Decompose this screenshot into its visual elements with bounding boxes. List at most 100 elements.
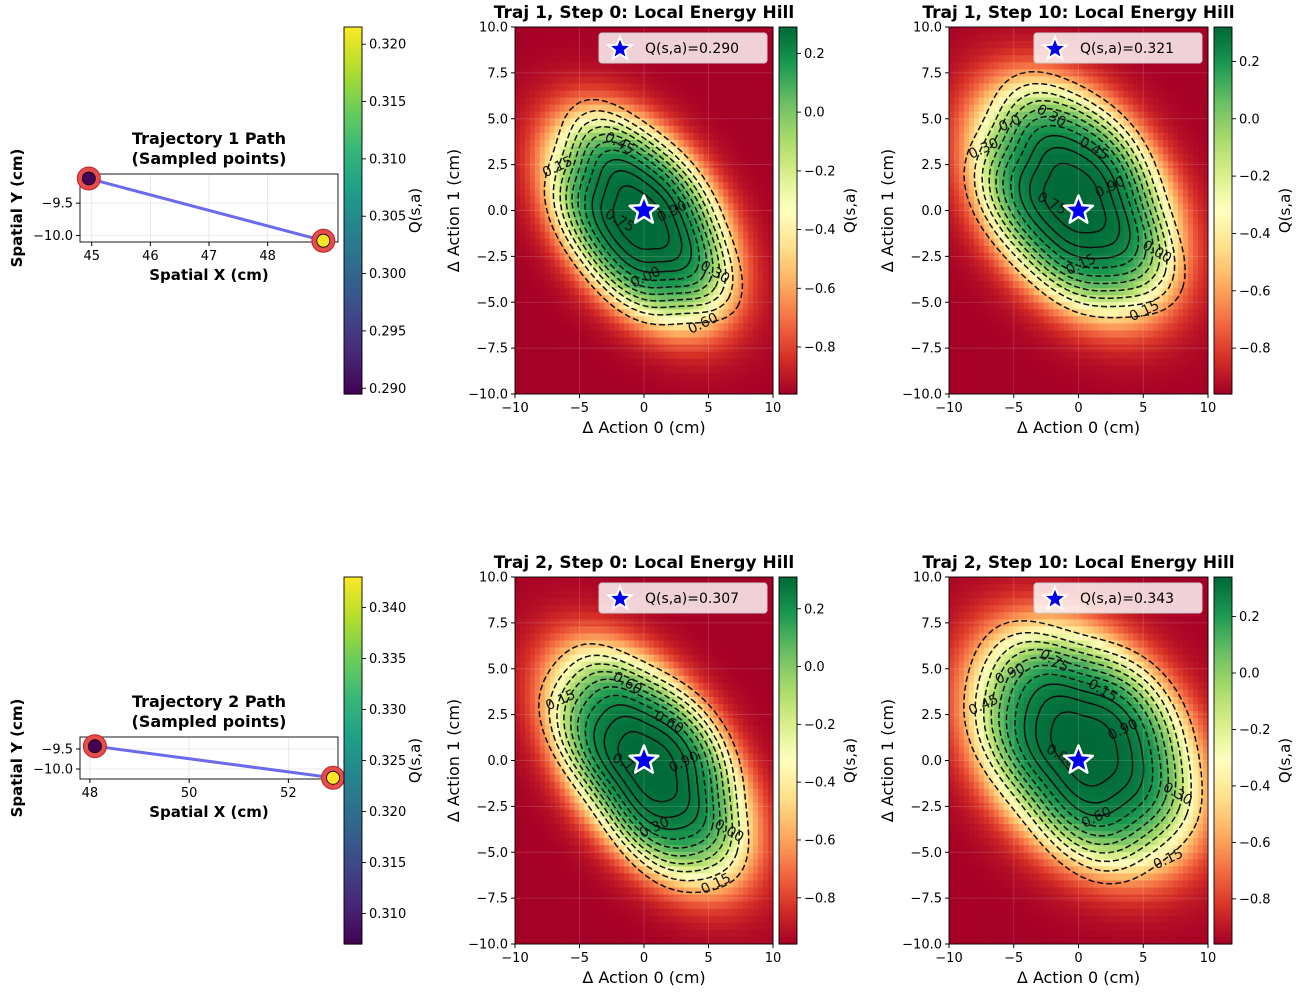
colorbar-swatch [779, 366, 797, 371]
heat-cell [1033, 245, 1040, 254]
heat-cell [763, 146, 769, 155]
heat-cell [1058, 365, 1065, 374]
heat-cell [713, 203, 719, 211]
heat-cell [1073, 125, 1079, 134]
heat-cell [688, 182, 695, 190]
heat-cell [524, 252, 531, 261]
heat-cell [644, 365, 650, 374]
heat-cell [549, 182, 556, 190]
heat-cell [698, 344, 705, 353]
heat-cell [544, 231, 551, 240]
heat-cell [718, 146, 724, 155]
heat-cell [634, 295, 640, 303]
colorbar-swatch [344, 271, 362, 276]
heat-cell [1008, 168, 1015, 176]
heat-cell [1103, 27, 1109, 35]
heat-cell [663, 27, 670, 35]
heat-cell [599, 175, 605, 183]
heat-cell [619, 231, 625, 240]
heat-cell [758, 238, 764, 247]
heat-cell [983, 104, 990, 113]
heat-cell [614, 69, 620, 77]
heat-cell [963, 274, 970, 282]
heat-cell [963, 34, 970, 42]
heat-cell [1038, 379, 1045, 388]
heat-cell [629, 104, 635, 113]
heat-cell [579, 386, 585, 395]
heat-cell [1118, 252, 1124, 261]
heat-cell [539, 196, 546, 204]
heat-cell [683, 386, 690, 395]
heat-cell [693, 146, 700, 155]
colorbar-swatch [779, 253, 797, 257]
heat-cell [963, 203, 970, 211]
colorbar-swatch [344, 357, 362, 361]
heat-cell [539, 161, 546, 169]
heat-cell [1093, 139, 1099, 148]
heat-cell [748, 245, 754, 254]
heat-cell [723, 62, 729, 70]
heat-cell [604, 316, 610, 324]
heat-cell [519, 90, 526, 99]
heat-cell [1108, 139, 1114, 148]
heat-cell [544, 161, 551, 169]
heat-cell [678, 168, 685, 176]
heat-cell [949, 62, 955, 70]
heat-cell [609, 154, 615, 162]
heat-cell [534, 175, 541, 183]
heat-cell [1023, 372, 1030, 381]
heat-cell [768, 48, 774, 56]
heat-cell [644, 182, 650, 190]
heat-cell [1078, 365, 1084, 374]
heat-cell [953, 281, 960, 289]
heat-cell [949, 379, 955, 388]
heat-cell [758, 288, 764, 296]
heat-cell [515, 154, 521, 162]
heat-cell [1103, 323, 1109, 331]
heat-cell [614, 302, 620, 310]
heat-cell [998, 323, 1005, 331]
heat-cell [993, 69, 1000, 77]
heat-cell [1053, 309, 1060, 317]
heat-cell [678, 182, 685, 190]
heat-cell [1018, 379, 1025, 388]
heat-cell [653, 231, 660, 240]
heat-cell [1103, 365, 1109, 374]
contour-line [565, 126, 720, 302]
heat-cell [993, 302, 1000, 310]
heat-cell [1118, 238, 1124, 247]
heat-cell [624, 316, 630, 324]
heat-cell [604, 27, 610, 35]
heat-cell [1048, 69, 1055, 77]
heat-cell [564, 358, 571, 367]
heat-cell [1048, 210, 1055, 219]
heat-cell [559, 344, 566, 353]
heat-cell [748, 118, 754, 127]
heat-cell [1098, 372, 1104, 381]
heat-cell [713, 337, 719, 346]
heat-cell [589, 104, 595, 113]
heat-cell [1013, 224, 1020, 233]
heat-cell [1063, 344, 1070, 353]
heat-cell [698, 168, 705, 176]
heat-cell [524, 62, 531, 70]
heat-cell [544, 175, 551, 183]
heat-cell [753, 288, 759, 296]
heat-cell [1113, 302, 1119, 310]
heat-cell [569, 365, 576, 374]
heat-cell [584, 27, 590, 35]
heat-cell [668, 111, 675, 120]
heat-cell [1113, 316, 1119, 324]
heat-cell [673, 146, 680, 155]
heat-cell [569, 118, 576, 127]
heat-cell [953, 288, 960, 296]
heat-cell [953, 132, 960, 141]
heat-cell [604, 175, 610, 183]
heat-cell [1018, 344, 1025, 353]
heat-cell [569, 323, 576, 331]
heat-cell [658, 316, 665, 324]
heat-cell [1043, 309, 1050, 317]
heat-cell [768, 210, 774, 219]
heat-cell [594, 372, 600, 381]
heat-cell [1068, 62, 1075, 70]
